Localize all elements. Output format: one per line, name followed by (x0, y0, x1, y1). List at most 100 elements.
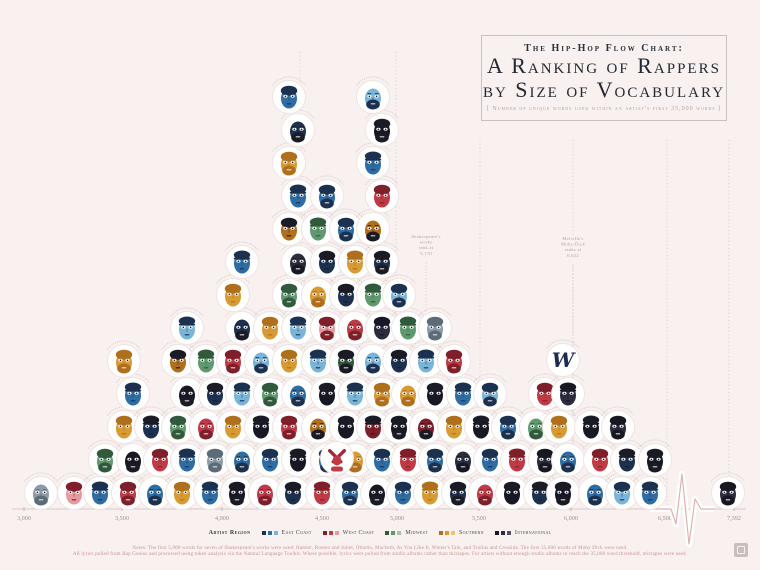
rapper-avatar (310, 175, 344, 213)
rapper-avatar (356, 76, 390, 114)
x-pose-avatar (320, 441, 354, 475)
legend-entry: East Coast (261, 530, 312, 536)
rapper-avatar (446, 439, 480, 477)
x-axis-tick-label: 3,500 (115, 515, 129, 522)
rapper-avatar (189, 340, 223, 378)
micro-name-arc (409, 406, 443, 416)
rapper-avatar (170, 439, 204, 477)
rapper-avatar (225, 373, 259, 411)
rapper-avatar (143, 439, 177, 477)
page-title-line2: by Size of Vocabulary (482, 77, 726, 102)
legend-label: Midwest (405, 530, 428, 536)
micro-name-arc (711, 472, 745, 482)
legend-swatch (328, 531, 333, 535)
micro-name-arc (220, 472, 254, 482)
rapper-avatar (551, 439, 585, 477)
rapper-avatar (491, 406, 525, 444)
footer-note-line2: All lyrics pulled from Rap Genius and pr… (72, 552, 688, 557)
ekg-pulse-icon (650, 473, 714, 545)
rapper-avatar (305, 472, 339, 510)
rapper-avatar (272, 406, 306, 444)
legend-label: East Coast (281, 530, 312, 536)
rapper-avatar (468, 472, 502, 510)
rapper-avatar (116, 439, 150, 477)
x-axis-tick-label: 6,000 (564, 515, 578, 522)
annotation: Shakespeare's works rank at 5,170 (411, 234, 440, 257)
micro-name-arc (409, 340, 443, 350)
rapper-avatar (301, 406, 335, 444)
micro-name-arc (216, 340, 250, 350)
rapper-avatar (272, 208, 306, 246)
rapper-avatar (281, 373, 315, 411)
rapper-avatar (24, 472, 58, 510)
micro-name-arc (356, 76, 390, 86)
micro-name-arc (272, 76, 306, 86)
micro-name-arc (495, 472, 529, 482)
micro-name-arc (491, 406, 525, 416)
rapper-avatar (711, 472, 745, 510)
rapper-avatar (253, 307, 287, 345)
micro-name-arc (272, 340, 306, 350)
micro-name-arc (382, 274, 416, 284)
rapper-avatar (360, 472, 394, 510)
title-box: The Hip-Hop Flow Chart: A Ranking of Rap… (481, 35, 727, 121)
rapper-avatar (244, 340, 278, 378)
micro-name-arc (418, 439, 452, 449)
micro-name-arc (413, 472, 447, 482)
micro-name-arc (638, 439, 672, 449)
x-axis-tick-label: 6,500 (658, 515, 672, 522)
micro-name-arc (601, 406, 635, 416)
region-legend: Artist Region East Coast West Coast Midwes… (0, 530, 760, 536)
legend-swatch (391, 531, 396, 535)
legend-swatch (506, 531, 511, 535)
rapper-avatar (437, 340, 471, 378)
footer-notes: Notes: The first 5,000 words for seven o… (0, 546, 760, 558)
rapper-avatar (301, 340, 335, 378)
annotation-backing (551, 236, 595, 265)
rapper-avatar (170, 307, 204, 345)
micro-name-arc (301, 208, 335, 218)
rapper-avatar (225, 439, 259, 477)
legend-label: Southern (458, 530, 484, 536)
micro-name-arc (356, 274, 390, 284)
micro-name-arc (356, 340, 390, 350)
micro-name-arc (107, 340, 141, 350)
micro-name-arc (216, 406, 250, 416)
micro-name-arc (365, 307, 399, 317)
rapper-avatar (365, 373, 399, 411)
rapper-avatar (301, 274, 335, 312)
wu-logo-glyph: W (552, 348, 577, 372)
micro-name-arc (216, 274, 250, 284)
rapper-avatar (310, 373, 344, 411)
legend-swatch (385, 531, 390, 535)
rapper-avatar (365, 175, 399, 213)
micro-name-arc (310, 373, 344, 383)
micro-name-arc (365, 109, 399, 119)
micro-name-arc (272, 406, 306, 416)
x-axis-tick-label: 5,000 (390, 515, 404, 522)
micro-name-arc (610, 439, 644, 449)
rapper-avatar (281, 307, 315, 345)
rapper-avatar (281, 241, 315, 279)
x-axis-tick-label: 3,000 (17, 515, 31, 522)
rapper-avatar (161, 406, 195, 444)
rapper-avatar (605, 472, 639, 510)
micro-name-arc (528, 373, 562, 383)
rapper-avatar (329, 340, 363, 378)
rapper-avatar (107, 340, 141, 378)
rapper-avatar (382, 340, 416, 378)
rapper-avatar (473, 373, 507, 411)
chart-subtitle: [ Number of unique words used within an … (486, 106, 722, 112)
rapper-avatar (551, 373, 585, 411)
legend-entry: International (494, 530, 552, 536)
micro-name-arc (253, 307, 287, 317)
rapper-avatar (473, 439, 507, 477)
rapper-avatar (333, 472, 367, 510)
micro-name-arc (365, 373, 399, 383)
micro-name-arc (365, 241, 399, 251)
micro-name-arc (170, 439, 204, 449)
rapper-avatar (193, 472, 227, 510)
rapper-avatar (138, 472, 172, 510)
